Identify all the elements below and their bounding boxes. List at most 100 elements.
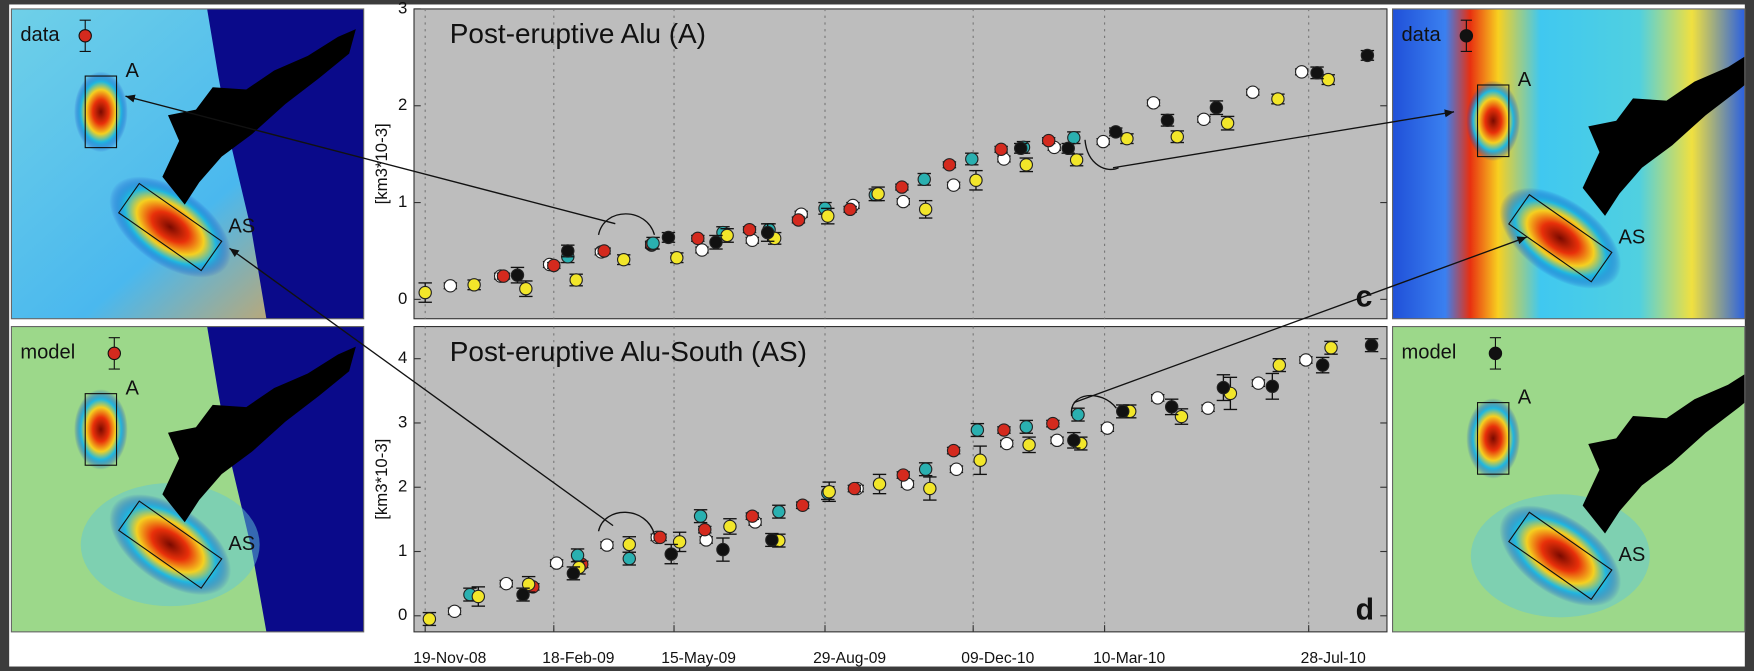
point bbox=[1174, 409, 1189, 424]
point bbox=[723, 519, 737, 534]
point bbox=[471, 589, 486, 604]
point bbox=[1120, 131, 1134, 146]
point bbox=[1364, 338, 1379, 352]
point bbox=[1272, 358, 1287, 372]
point bbox=[918, 202, 933, 217]
point bbox=[695, 243, 709, 257]
point bbox=[622, 537, 636, 552]
site-label: A bbox=[1518, 69, 1532, 91]
x-tick-label: 10-Mar-10 bbox=[1093, 650, 1165, 667]
point bbox=[622, 551, 636, 566]
box-AS bbox=[117, 500, 223, 589]
point bbox=[1197, 112, 1211, 127]
uplift-A bbox=[1466, 398, 1521, 479]
point bbox=[600, 538, 614, 552]
y-tick-label: 0 bbox=[398, 605, 407, 624]
point bbox=[1116, 404, 1130, 419]
point bbox=[1013, 141, 1028, 156]
x-tick-label: 19-Nov-08 bbox=[413, 650, 486, 667]
point bbox=[1209, 100, 1224, 115]
connector-arc bbox=[597, 213, 656, 236]
point bbox=[1251, 376, 1266, 390]
point bbox=[616, 252, 631, 267]
point bbox=[1096, 134, 1110, 149]
point bbox=[847, 481, 862, 496]
point bbox=[670, 251, 684, 265]
map-label: model bbox=[20, 342, 75, 364]
point bbox=[742, 222, 757, 237]
connector bbox=[229, 247, 614, 527]
uplift-AS bbox=[1499, 187, 1622, 289]
map-panel: model A AS bbox=[11, 326, 364, 632]
lagoon bbox=[162, 346, 356, 523]
box-A bbox=[1476, 84, 1510, 158]
point bbox=[499, 576, 513, 591]
point bbox=[1201, 401, 1215, 415]
lagoon bbox=[162, 29, 356, 205]
chart-title: Post-eruptive Alu (A) bbox=[450, 18, 706, 49]
uplift-A bbox=[74, 389, 128, 470]
point bbox=[664, 547, 678, 561]
map-panel: data A AS bbox=[11, 8, 364, 319]
point bbox=[1100, 421, 1115, 435]
point bbox=[1109, 125, 1123, 139]
point bbox=[1321, 72, 1335, 87]
point bbox=[791, 213, 806, 227]
point bbox=[691, 231, 705, 246]
point bbox=[1220, 116, 1235, 130]
point bbox=[720, 228, 734, 243]
point bbox=[760, 225, 775, 240]
point bbox=[997, 423, 1011, 437]
point bbox=[716, 542, 730, 557]
point bbox=[1071, 407, 1085, 422]
x-tick-label: 15-May-09 bbox=[661, 650, 736, 667]
point bbox=[1299, 353, 1313, 367]
sea bbox=[207, 8, 364, 319]
box-A bbox=[84, 75, 118, 149]
point bbox=[519, 282, 533, 296]
y-tick-label: 1 bbox=[398, 541, 407, 560]
point bbox=[672, 535, 687, 549]
y-axis-label: [km3*10-3] bbox=[372, 439, 391, 520]
y-tick-label: 2 bbox=[398, 477, 407, 496]
connector bbox=[1112, 109, 1455, 169]
point bbox=[946, 443, 961, 458]
point bbox=[965, 152, 979, 166]
legend-dot bbox=[1488, 346, 1503, 361]
point bbox=[1019, 158, 1034, 172]
point bbox=[516, 587, 530, 602]
point bbox=[1069, 153, 1084, 167]
plot-area bbox=[413, 8, 1388, 320]
x-tick-label: 28-Jul-10 bbox=[1301, 650, 1367, 667]
connector bbox=[125, 94, 616, 225]
point bbox=[443, 279, 458, 293]
point bbox=[549, 556, 564, 570]
point bbox=[597, 244, 611, 258]
point bbox=[1146, 96, 1161, 110]
point bbox=[521, 577, 536, 592]
point bbox=[821, 209, 835, 223]
point bbox=[566, 566, 581, 581]
point bbox=[1046, 416, 1060, 431]
map-frame bbox=[10, 8, 365, 320]
map-panels: data A AS model A AS data A AS model A AS bbox=[10, 8, 1746, 633]
point bbox=[1216, 380, 1231, 395]
point bbox=[1170, 130, 1184, 144]
point bbox=[422, 612, 437, 626]
connector-arc bbox=[1084, 139, 1119, 171]
site-label: A bbox=[125, 60, 139, 82]
y-tick-label: 2 bbox=[398, 95, 407, 114]
point bbox=[1294, 65, 1309, 79]
point bbox=[822, 485, 836, 499]
lagoon bbox=[1582, 374, 1745, 534]
point bbox=[496, 269, 511, 283]
point bbox=[1000, 436, 1014, 451]
connector-arc bbox=[1070, 394, 1117, 417]
point bbox=[561, 244, 575, 258]
point bbox=[510, 268, 525, 282]
y-tick-label: 3 bbox=[398, 412, 407, 431]
point bbox=[646, 236, 660, 250]
chart: 0 1 2 3 4 19-Nov-08 18-Feb-09 15-May-09 29-Aug-0… bbox=[372, 325, 1388, 667]
point bbox=[872, 477, 887, 491]
